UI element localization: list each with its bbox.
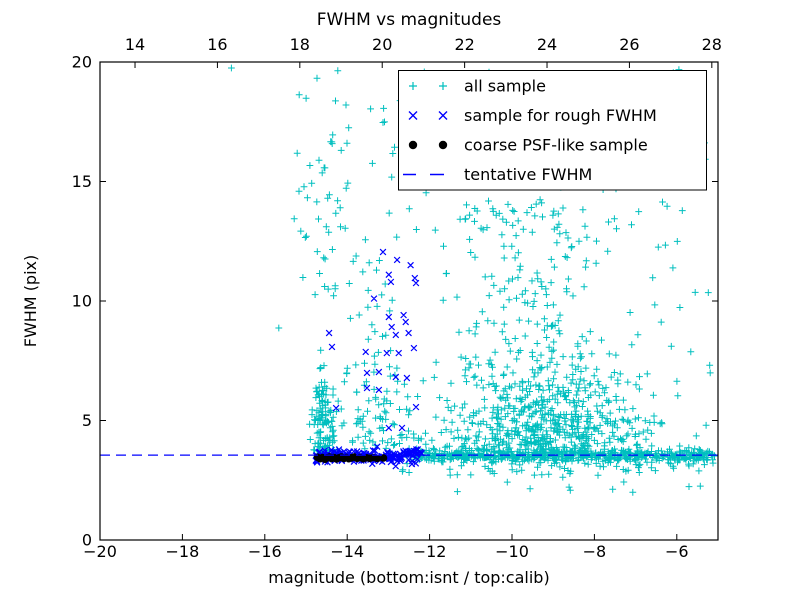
y-tick-label: 0: [82, 531, 92, 550]
y-axis-label: FWHM (pix): [21, 255, 40, 348]
legend-label-all-sample: all sample: [464, 77, 546, 96]
x-bottom-tick-label: −10: [495, 542, 529, 561]
legend-label-tentative-fwhm: tentative FWHM: [464, 165, 592, 184]
chart-title: FWHM vs magnitudes: [317, 10, 502, 30]
y-tick-label: 5: [82, 411, 92, 430]
x-bottom-tick-label: −8: [583, 542, 607, 561]
legend-label-rough-fwhm: sample for rough FWHM: [464, 106, 657, 125]
all-sample-points: [228, 64, 718, 496]
x-top-tick-label: 28: [702, 35, 722, 54]
x-bottom-tick-label: −12: [413, 542, 447, 561]
x-top-tick-label: 22: [454, 35, 474, 54]
x-bottom-tick-label: −16: [248, 542, 282, 561]
legend-label-coarse-psf: coarse PSF-like sample: [464, 136, 648, 155]
data-points-layer: [100, 64, 718, 496]
y-tick-label: 10: [72, 292, 92, 311]
y-tick-label: 20: [72, 53, 92, 72]
y-tick-label: 15: [72, 172, 92, 191]
plot-frame: [99, 61, 719, 541]
legend-marker-plus: [409, 82, 447, 90]
x-top-tick-label: 16: [207, 35, 227, 54]
x-bottom-tick-label: −20: [83, 542, 117, 561]
x-top-tick-label: 18: [290, 35, 310, 54]
x-top-tick-label: 24: [537, 35, 557, 54]
x-bottom-tick-label: −14: [330, 542, 364, 561]
x-top-tick-label: 14: [125, 35, 145, 54]
chart-graphics: −20 −18 −16 −14 −12 −10 −8 −6 14 16 18 20 22 24 26 28 0 5…: [72, 35, 722, 561]
x-axis-label: magnitude (bottom:isnt / top:calib): [268, 568, 549, 587]
x-bottom-tick-label: −6: [665, 542, 689, 561]
x-bottom-tick-label: −18: [166, 542, 200, 561]
axes-ticks: −20 −18 −16 −14 −12 −10 −8 −6 14 16 18 20 22 24 26 28 0 5…: [72, 35, 722, 561]
legend-marker-dot: [408, 140, 448, 150]
legend-box: [398, 70, 707, 191]
x-top-tick-label: 20: [372, 35, 392, 54]
x-top-tick-label: 26: [619, 35, 639, 54]
legend-marker-x: [408, 111, 448, 120]
